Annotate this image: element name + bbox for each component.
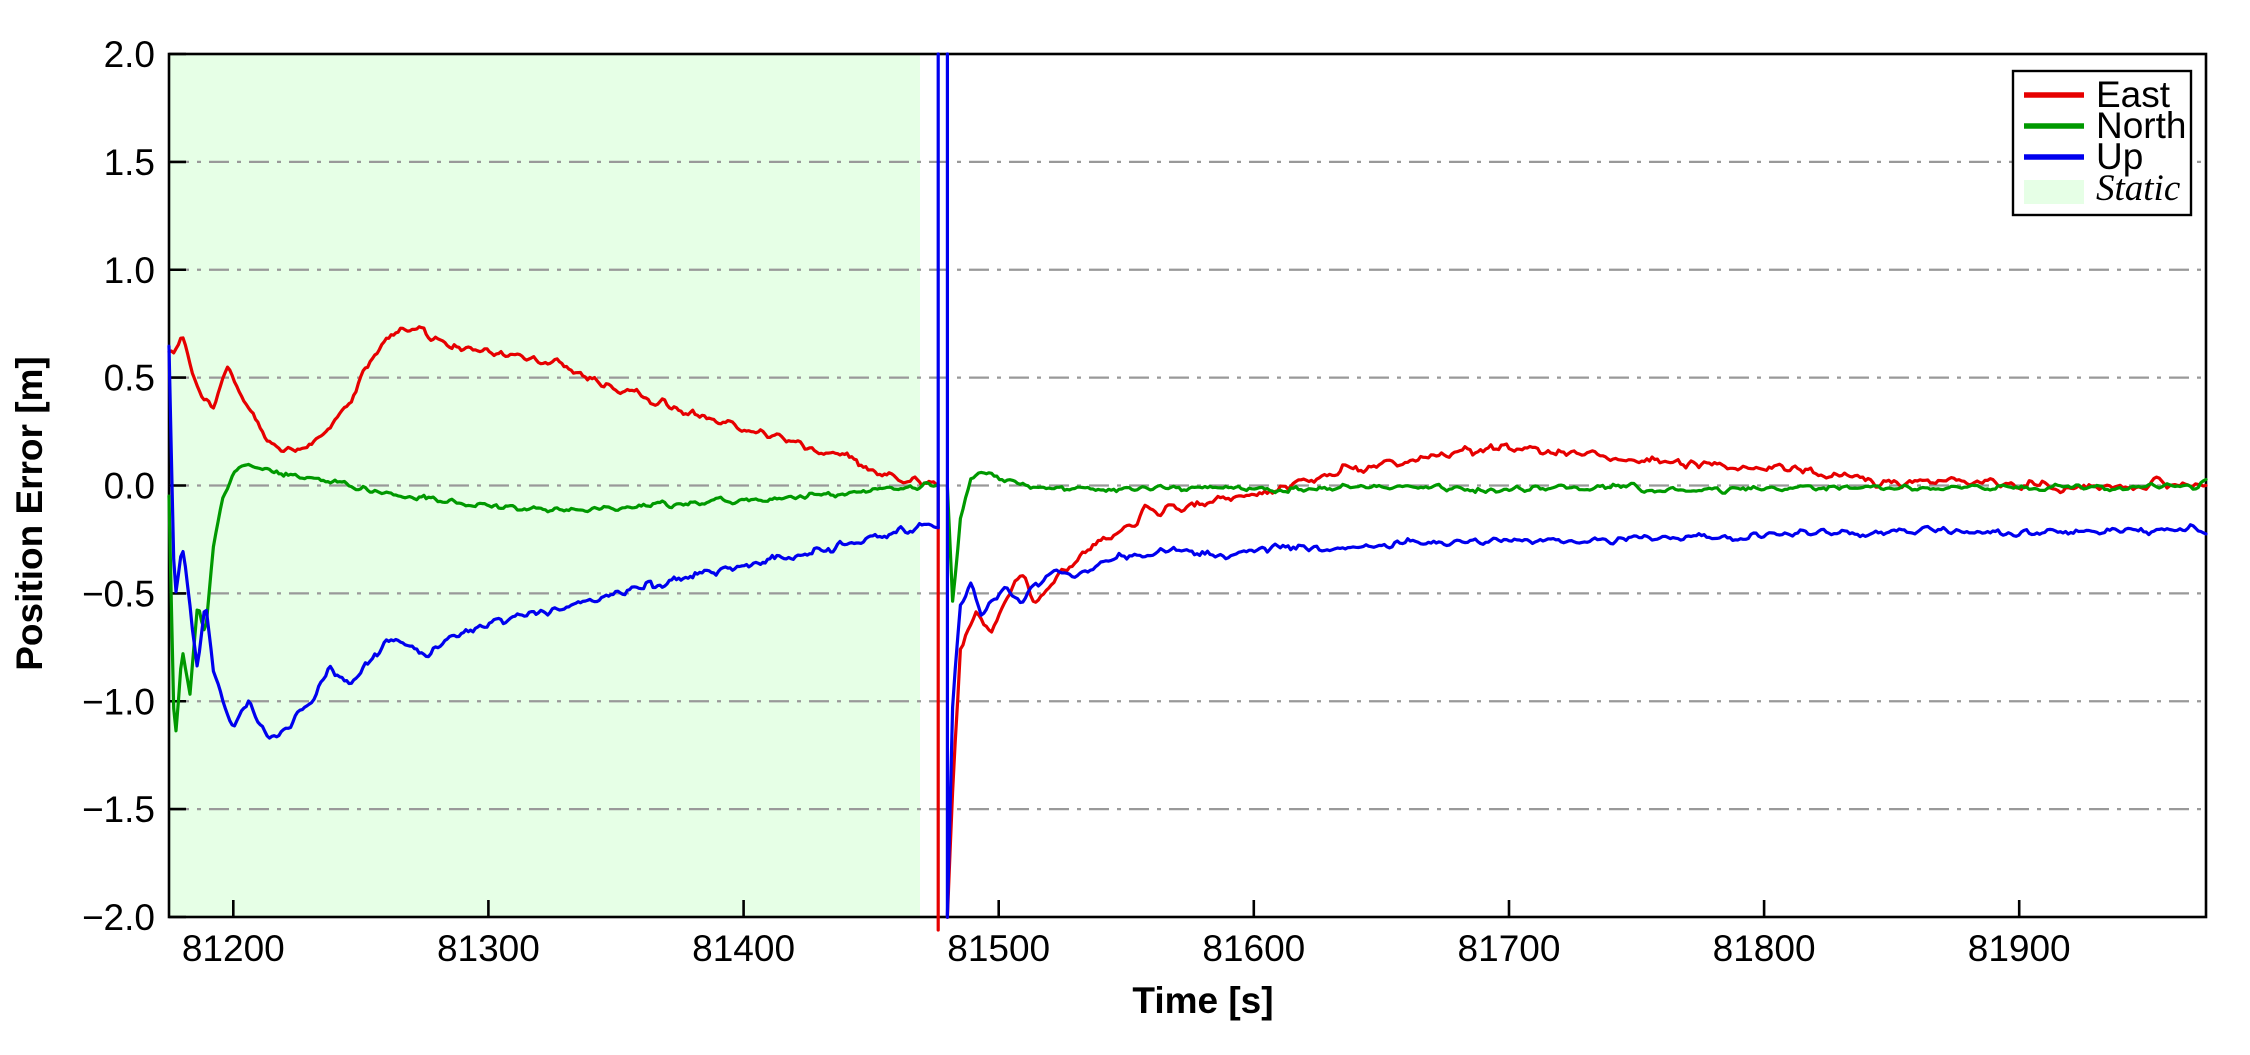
svg-text:−0.5: −0.5 bbox=[82, 573, 155, 614]
svg-text:81500: 81500 bbox=[947, 928, 1050, 969]
svg-text:1.5: 1.5 bbox=[104, 142, 155, 183]
svg-text:−1.5: −1.5 bbox=[82, 789, 155, 830]
svg-text:Position Error [m]: Position Error [m] bbox=[9, 356, 50, 671]
svg-text:81300: 81300 bbox=[437, 928, 540, 969]
svg-text:81600: 81600 bbox=[1202, 928, 1305, 969]
svg-text:1.0: 1.0 bbox=[104, 250, 155, 291]
svg-text:2.0: 2.0 bbox=[104, 34, 155, 75]
svg-text:Time [s]: Time [s] bbox=[1132, 980, 1273, 1021]
svg-text:Static: Static bbox=[2096, 168, 2181, 209]
svg-text:81700: 81700 bbox=[1458, 928, 1561, 969]
svg-text:81800: 81800 bbox=[1713, 928, 1816, 969]
svg-text:81900: 81900 bbox=[1968, 928, 2071, 969]
svg-text:0.5: 0.5 bbox=[104, 358, 155, 399]
svg-text:81400: 81400 bbox=[692, 928, 795, 969]
svg-text:81200: 81200 bbox=[182, 928, 285, 969]
svg-text:−2.0: −2.0 bbox=[82, 897, 155, 938]
svg-text:−1.0: −1.0 bbox=[82, 681, 155, 722]
svg-text:0.0: 0.0 bbox=[104, 466, 155, 507]
